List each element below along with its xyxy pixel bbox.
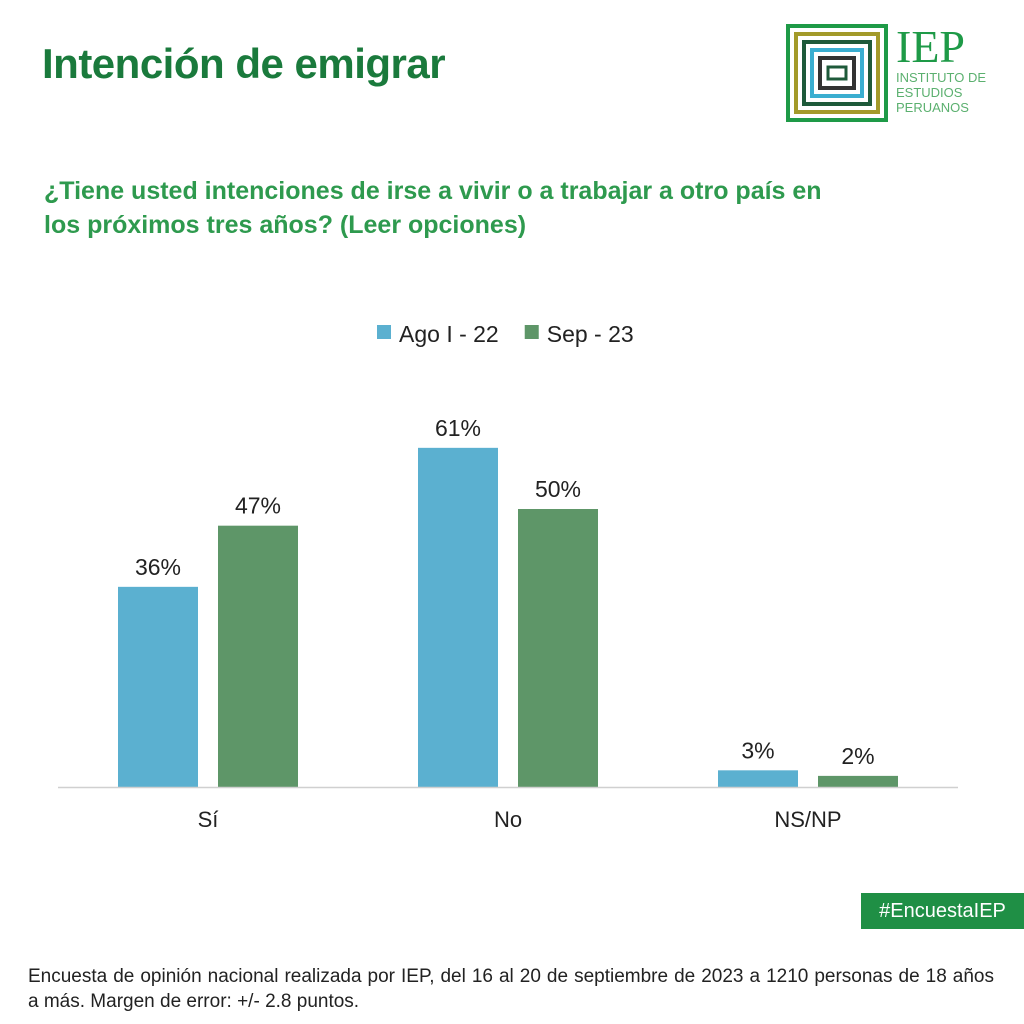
data-label: 36% bbox=[135, 554, 181, 580]
legend-label: Ago I - 22 bbox=[399, 321, 499, 347]
legend-swatch bbox=[377, 325, 391, 339]
data-label: 3% bbox=[741, 737, 774, 763]
logo-line: PERUANOS bbox=[896, 100, 969, 115]
legend-swatch bbox=[524, 325, 539, 339]
data-label: 47% bbox=[235, 493, 281, 519]
logo-acronym: IEP bbox=[896, 21, 965, 72]
category-label: Sí bbox=[198, 807, 219, 832]
bar bbox=[818, 775, 898, 787]
survey-question: ¿Tiene usted intenciones de irse a vivir… bbox=[44, 177, 822, 239]
data-label: 50% bbox=[535, 476, 581, 502]
logo-emblem-icon bbox=[786, 24, 888, 122]
footer-note: Encuesta de opinión nacional realizada p… bbox=[28, 966, 994, 1012]
category-label: NS/NP bbox=[774, 807, 841, 832]
logo-name: INSTITUTO DE ESTUDIOS PERUANOS bbox=[896, 70, 986, 115]
logo-line: ESTUDIOS bbox=[896, 85, 963, 100]
bar bbox=[218, 525, 298, 787]
logo-line: INSTITUTO DE bbox=[896, 70, 987, 85]
bar bbox=[418, 447, 498, 787]
data-label: 2% bbox=[841, 743, 874, 769]
bar bbox=[118, 586, 198, 787]
iep-logo: IEP INSTITUTO DE ESTUDIOS PERUANOS bbox=[786, 21, 1006, 124]
data-label: 61% bbox=[435, 415, 481, 441]
category-label: No bbox=[494, 807, 522, 832]
bar bbox=[518, 509, 598, 787]
page-title: Intención de emigrar bbox=[42, 40, 446, 87]
bar bbox=[718, 770, 798, 787]
hashtag-badge: #EncuestaIEP bbox=[861, 893, 1024, 929]
legend-label: Sep - 23 bbox=[547, 321, 634, 347]
